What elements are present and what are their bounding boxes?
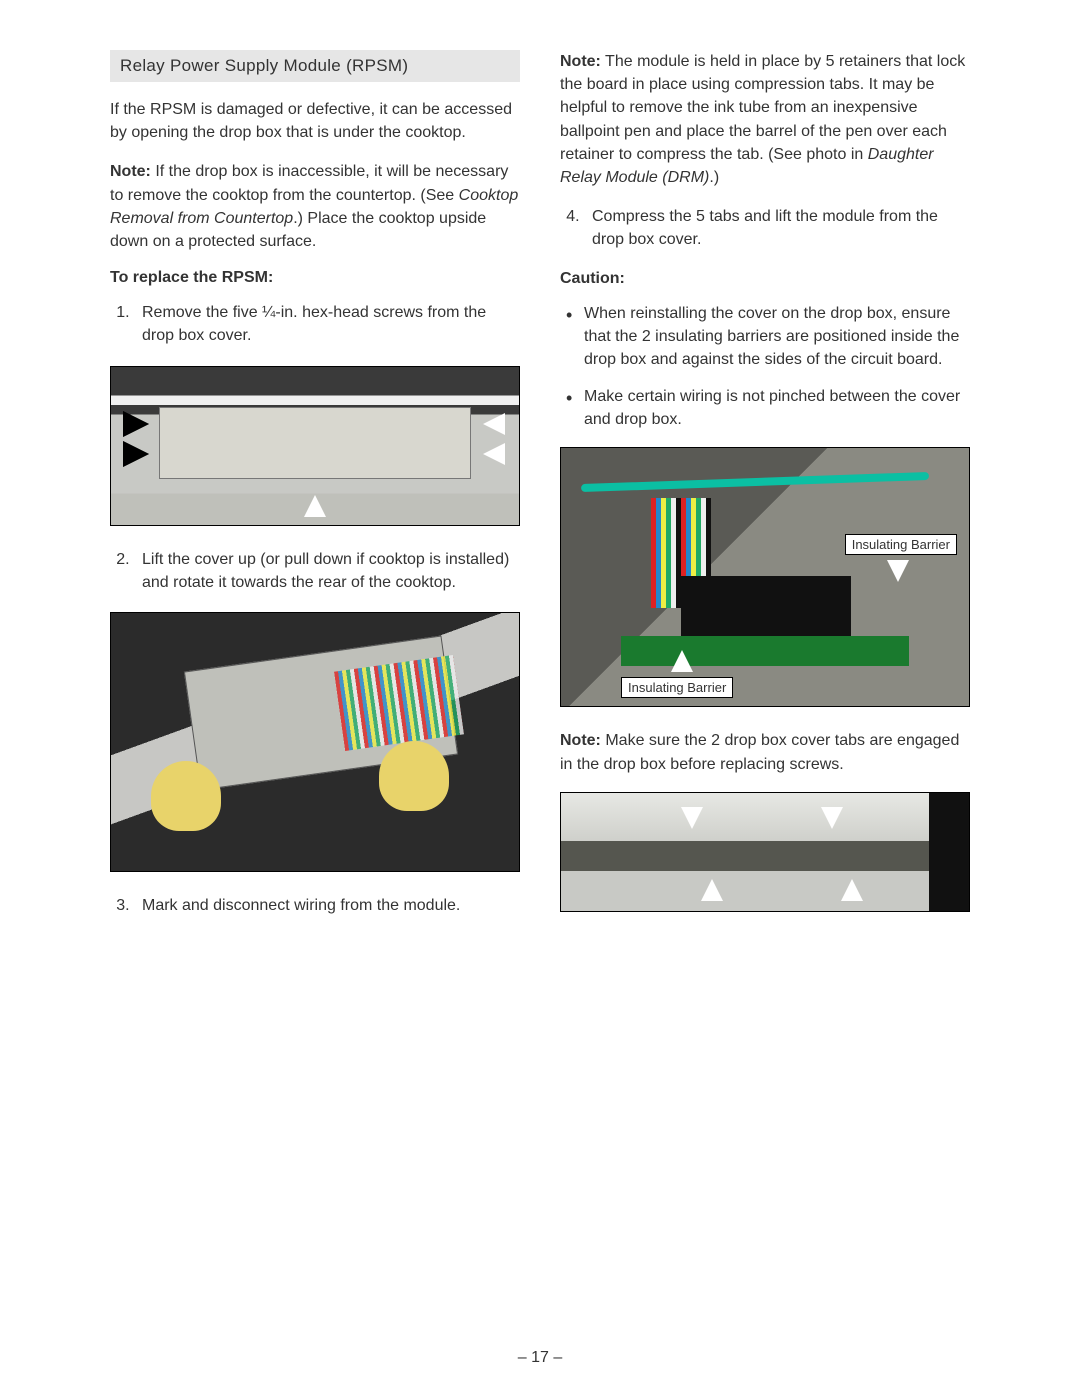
callout-insulating-barrier-top: Insulating Barrier [845,534,957,555]
note-body: If the drop box is inaccessible, it will… [110,163,508,203]
intro-paragraph: If the RPSM is damaged or defective, it … [110,98,520,144]
arrow-up-icon [701,879,723,901]
step-2: Lift the cover up (or pull down if cookt… [134,548,520,594]
left-column: Relay Power Supply Module (RPSM) If the … [110,50,520,935]
section-heading: Relay Power Supply Module (RPSM) [110,50,520,82]
arrow-up-icon [841,879,863,901]
manual-page: Relay Power Supply Module (RPSM) If the … [0,0,1080,935]
page-number: – 17 – [0,1349,1080,1367]
note-body: Make sure the 2 drop box cover tabs are … [560,732,959,772]
arrow-left-icon [483,413,505,435]
step-4: Compress the 5 tabs and lift the module … [584,205,970,251]
steps-list-3: Mark and disconnect wiring from the modu… [110,894,520,917]
caution-heading: Caution: [560,270,970,288]
figure-lift-cover [110,612,520,872]
caution-item-2: Make certain wiring is not pinched betwe… [584,385,970,431]
arrow-left-icon [483,443,505,465]
arrow-right-icon [125,413,147,435]
arrow-down-icon [681,807,703,829]
arrow-up-icon [304,495,326,517]
arrow-up-icon [671,650,693,672]
arrow-down-icon [821,807,843,829]
top-note-paragraph: Note: The module is held in place by 5 r… [560,50,970,189]
bottom-note-paragraph: Note: Make sure the 2 drop box cover tab… [560,729,970,775]
step-3: Mark and disconnect wiring from the modu… [134,894,520,917]
note-tail: .) [709,169,719,186]
note-label: Note: [560,53,601,70]
caution-list: When reinstalling the cover on the drop … [560,302,970,432]
replace-heading: To replace the RPSM: [110,269,520,287]
figure-cover-tabs [560,792,970,912]
note-label: Note: [110,163,151,180]
note-label: Note: [560,732,601,749]
caution-item-1: When reinstalling the cover on the drop … [584,302,970,372]
steps-list-2: Lift the cover up (or pull down if cookt… [110,548,520,594]
steps-list-1: Remove the five ¼-in. hex-head screws fr… [110,301,520,347]
steps-list-4: Compress the 5 tabs and lift the module … [560,205,970,251]
step-1: Remove the five ¼-in. hex-head screws fr… [134,301,520,347]
callout-insulating-barrier-bottom: Insulating Barrier [621,677,733,698]
figure-drop-box-cover [110,366,520,526]
figure-insulating-barrier: Insulating Barrier Insulating Barrier [560,447,970,707]
note-paragraph: Note: If the drop box is inaccessible, i… [110,160,520,253]
arrow-down-icon [887,560,909,582]
arrow-right-icon [125,443,147,465]
right-column: Note: The module is held in place by 5 r… [560,50,970,935]
